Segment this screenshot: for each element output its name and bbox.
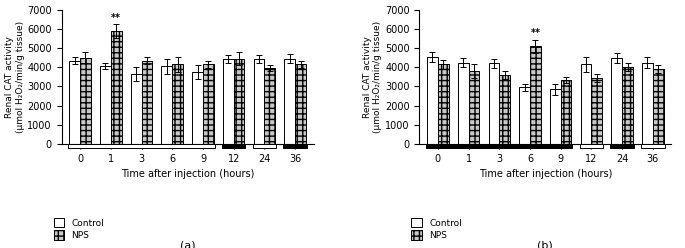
Bar xyxy=(438,64,449,144)
Bar xyxy=(222,144,245,148)
Text: (a): (a) xyxy=(179,240,195,248)
X-axis label: Time after injection (hours): Time after injection (hours) xyxy=(121,169,254,179)
Text: **: ** xyxy=(111,13,121,23)
Bar xyxy=(622,67,633,144)
Bar xyxy=(142,61,152,144)
Bar xyxy=(284,144,307,148)
Bar xyxy=(519,87,530,144)
Bar xyxy=(653,69,664,144)
Bar xyxy=(162,66,172,144)
Bar xyxy=(591,78,602,144)
Bar xyxy=(80,58,91,144)
Bar xyxy=(264,68,275,144)
Bar xyxy=(427,57,438,144)
Bar xyxy=(68,144,214,148)
Bar xyxy=(172,64,183,144)
Bar xyxy=(284,59,295,144)
Bar xyxy=(100,66,111,144)
Bar xyxy=(499,75,510,144)
Y-axis label: Renal CAT activity
(μmol H₂O₂/min/g tissue): Renal CAT activity (μmol H₂O₂/min/g tiss… xyxy=(363,21,382,133)
Bar xyxy=(641,144,664,148)
Y-axis label: Renal CAT activity
(μmol H₂O₂/min/g tissue): Renal CAT activity (μmol H₂O₂/min/g tiss… xyxy=(5,21,25,133)
Bar xyxy=(561,80,571,144)
Text: **: ** xyxy=(530,28,540,38)
Text: (b): (b) xyxy=(538,240,553,248)
Bar xyxy=(530,46,540,144)
Bar xyxy=(111,31,121,144)
Bar xyxy=(234,59,245,144)
Bar xyxy=(253,59,264,144)
Bar xyxy=(612,58,622,144)
Bar xyxy=(69,61,80,144)
Bar xyxy=(610,144,634,148)
X-axis label: Time after injection (hours): Time after injection (hours) xyxy=(479,169,612,179)
Bar xyxy=(581,64,591,144)
Bar xyxy=(223,59,234,144)
Bar xyxy=(469,71,479,144)
Bar xyxy=(458,62,469,144)
Legend: Control, NPS: Control, NPS xyxy=(53,218,104,240)
Bar xyxy=(192,72,203,144)
Legend: Control, NPS: Control, NPS xyxy=(411,218,462,240)
Bar xyxy=(642,62,653,144)
Bar xyxy=(580,144,603,148)
Bar xyxy=(295,64,306,144)
Bar xyxy=(203,64,214,144)
Bar xyxy=(488,63,499,144)
Bar xyxy=(550,89,561,144)
Bar xyxy=(131,74,142,144)
Bar xyxy=(253,144,276,148)
Bar xyxy=(426,144,573,148)
